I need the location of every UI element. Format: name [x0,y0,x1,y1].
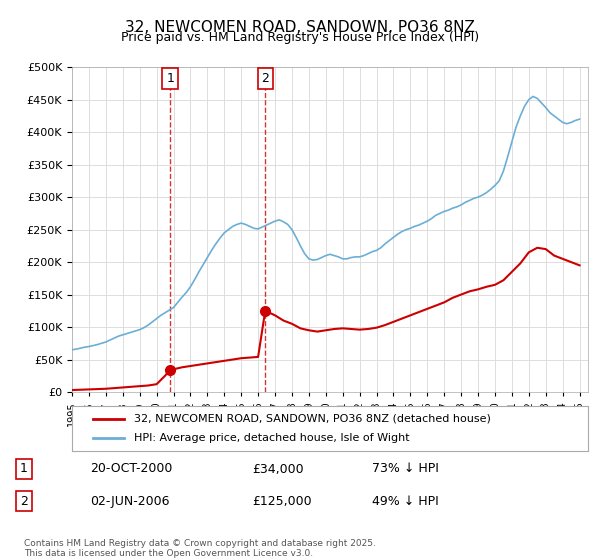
Text: 1: 1 [20,463,28,475]
Text: 32, NEWCOMEN ROAD, SANDOWN, PO36 8NZ (detached house): 32, NEWCOMEN ROAD, SANDOWN, PO36 8NZ (de… [134,413,491,423]
Text: 20-OCT-2000: 20-OCT-2000 [90,463,172,475]
Text: 02-JUN-2006: 02-JUN-2006 [90,494,170,508]
Text: HPI: Average price, detached house, Isle of Wight: HPI: Average price, detached house, Isle… [134,433,410,444]
Text: Contains HM Land Registry data © Crown copyright and database right 2025.
This d: Contains HM Land Registry data © Crown c… [24,539,376,558]
Text: 49% ↓ HPI: 49% ↓ HPI [372,494,439,508]
Text: Price paid vs. HM Land Registry's House Price Index (HPI): Price paid vs. HM Land Registry's House … [121,31,479,44]
Text: £125,000: £125,000 [252,494,311,508]
Text: 32, NEWCOMEN ROAD, SANDOWN, PO36 8NZ: 32, NEWCOMEN ROAD, SANDOWN, PO36 8NZ [125,20,475,35]
Text: £34,000: £34,000 [252,463,304,475]
Text: 73% ↓ HPI: 73% ↓ HPI [372,463,439,475]
Text: 2: 2 [20,494,28,508]
Text: 2: 2 [261,72,269,85]
Text: 1: 1 [166,72,174,85]
